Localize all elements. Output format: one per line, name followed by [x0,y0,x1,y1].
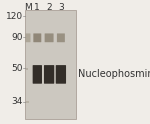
FancyBboxPatch shape [45,33,54,42]
FancyBboxPatch shape [44,65,54,84]
Text: 90: 90 [11,33,23,42]
FancyBboxPatch shape [26,101,28,103]
FancyBboxPatch shape [56,65,66,84]
FancyBboxPatch shape [57,33,65,42]
FancyBboxPatch shape [26,68,28,70]
FancyBboxPatch shape [33,65,42,84]
FancyBboxPatch shape [26,33,30,42]
Text: 3: 3 [58,3,64,12]
Text: M: M [24,3,32,12]
Text: 120: 120 [5,12,23,21]
FancyBboxPatch shape [25,10,76,119]
Text: Nucleophosmin: Nucleophosmin [78,69,150,79]
Text: 1: 1 [34,3,40,12]
FancyBboxPatch shape [33,33,41,42]
Text: 34: 34 [11,97,23,106]
Text: 50: 50 [11,64,23,73]
Text: 2: 2 [46,3,52,12]
